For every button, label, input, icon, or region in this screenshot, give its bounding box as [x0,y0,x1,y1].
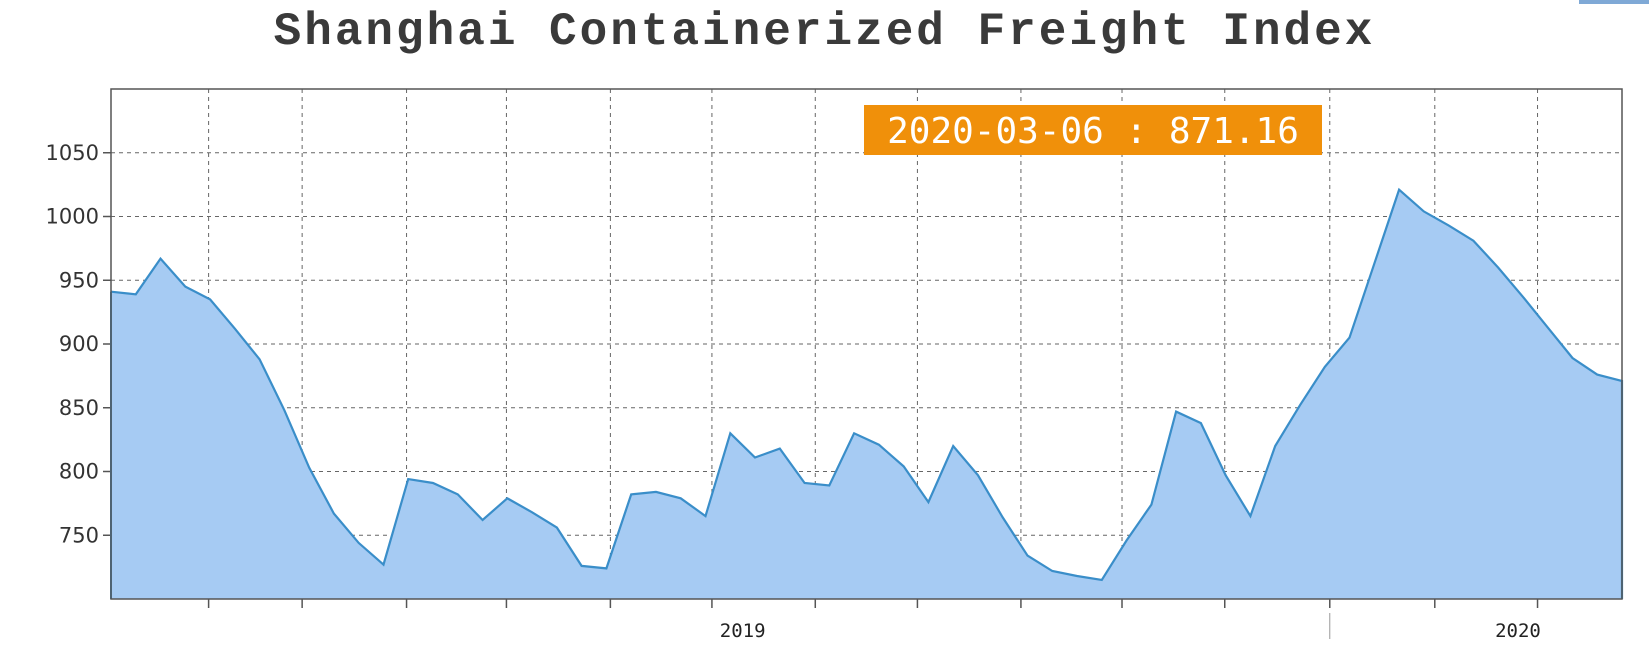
tooltip-label: 2020-03-06 : 871.16 [887,111,1299,152]
chart-title: Shanghai Containerized Freight Index [273,6,1376,58]
x-tick-label-2020: 2020 [1495,620,1541,642]
value-tooltip: 2020-03-06 : 871.16 [864,105,1322,155]
plot-frame [110,88,1623,600]
y-axis: 750 800 850 900 950 1000 1050 [46,141,111,547]
tooltip-box [864,105,1322,155]
x-tick-label-2019: 2019 [720,620,766,642]
y-tick-label-800: 800 [59,460,99,484]
y-tick-label-900: 900 [59,332,99,356]
corner-accent [1579,0,1649,4]
series-layer [110,187,1624,599]
series-line[interactable] [110,187,1624,599]
y-tick-label-950: 950 [59,268,99,292]
x-axis: 2019 2020 [207,599,1541,642]
series-area-fill [111,189,1622,599]
y-tick-label-850: 850 [59,396,99,420]
y-tick-label-1000: 1000 [46,205,99,229]
y-tick-label-750: 750 [59,523,99,547]
y-tick-label-1050: 1050 [46,141,99,165]
